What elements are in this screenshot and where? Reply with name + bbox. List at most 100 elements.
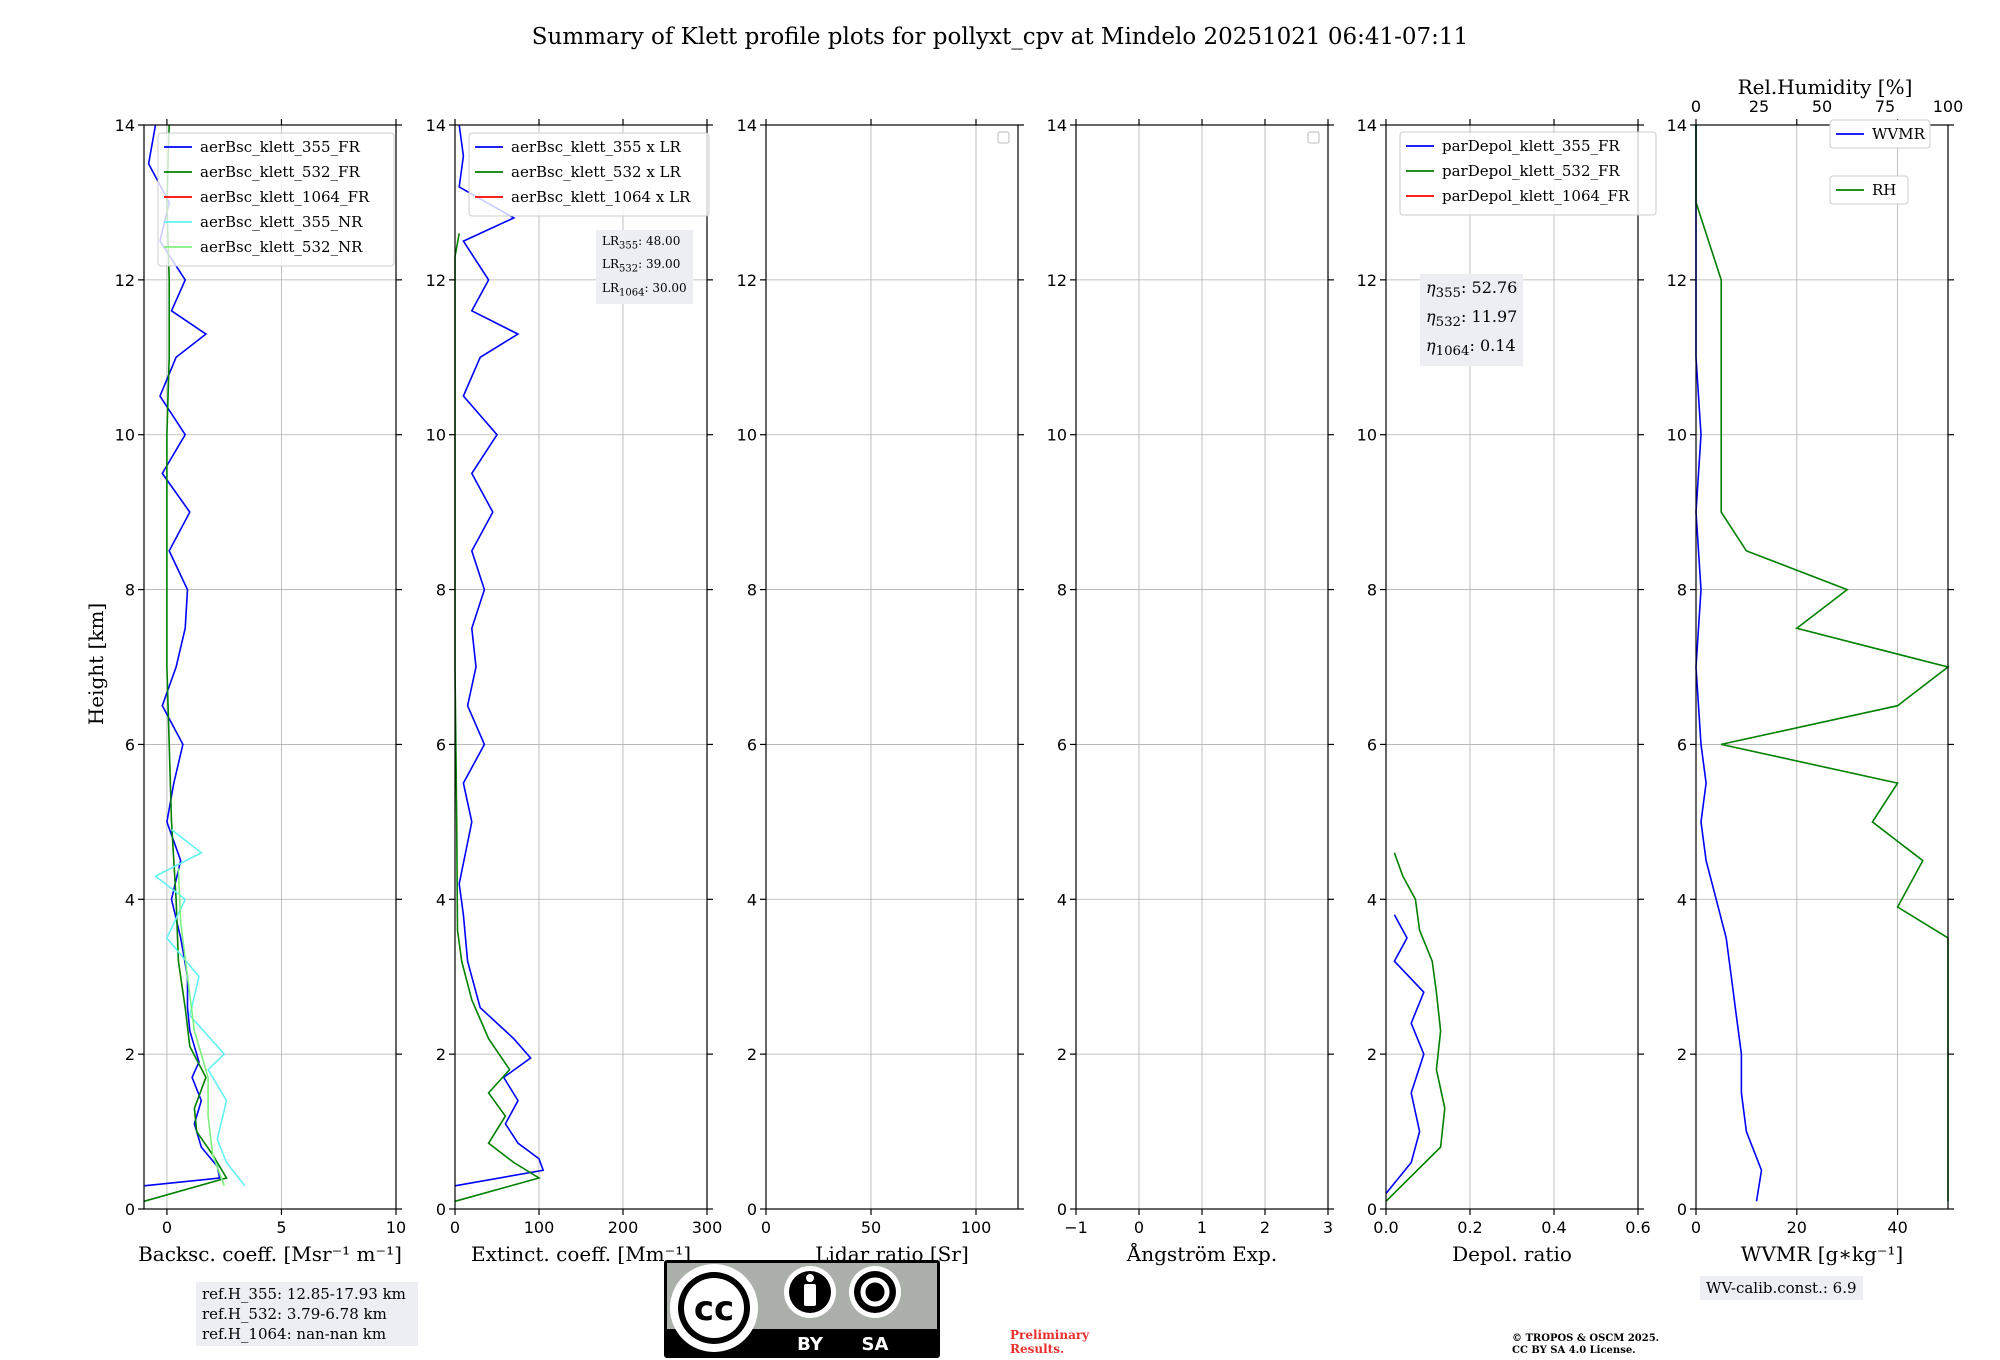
legend-entry: WVMR <box>1872 125 1926 143</box>
y-tick-label: 8 <box>747 581 757 600</box>
lidar-ratio-box: LR355: 48.00 LR532: 39.00 LR1064: 30.00 <box>596 230 693 305</box>
x-axis-label: Backsc. coeff. [Msr⁻¹ m⁻¹] <box>138 1242 402 1266</box>
y-tick-label: 10 <box>1667 426 1687 445</box>
x-tick-label: 0.6 <box>1625 1218 1650 1237</box>
legend-entry: aerBsc_klett_532 x LR <box>511 163 682 181</box>
empty-legend-box <box>1307 131 1320 144</box>
y-tick-label: 10 <box>1357 426 1377 445</box>
legend-entry: aerBsc_klett_1064 x LR <box>511 188 691 206</box>
y-tick-label: 14 <box>1667 116 1687 135</box>
figure-title: Summary of Klett profile plots for polly… <box>532 24 1468 50</box>
wv-calib-constant: WV-calib.const.: 6.9 <box>1706 1279 1857 1297</box>
legend-entry: aerBsc_klett_532_FR <box>200 163 360 181</box>
y-tick-label: 0 <box>436 1200 446 1219</box>
y-tick-label: 6 <box>1057 735 1067 754</box>
y-tick-label: 14 <box>1047 116 1067 135</box>
copyright-line-1: © TROPOS & OSCM 2025. <box>1512 1333 1660 1344</box>
reference-height-box: ref.H_355: 12.85-17.93 km ref.H_532: 3.7… <box>196 1282 418 1346</box>
legend-box <box>468 132 710 217</box>
x-tick-label: 100 <box>961 1218 992 1237</box>
y-tick-label: 2 <box>436 1045 446 1064</box>
y-tick-label: 2 <box>125 1045 135 1064</box>
legend-box <box>1829 119 1931 149</box>
y-tick-label: 4 <box>125 890 135 909</box>
x-axis-label: Extinct. coeff. [Mm⁻¹] <box>471 1242 691 1266</box>
legend-entry: parDepol_klett_355_FR <box>1442 137 1620 155</box>
eta355-value: 52.76 <box>1471 278 1518 297</box>
plot-frame <box>1695 124 1949 1210</box>
preliminary-note: Preliminary Results. <box>1010 1328 1089 1356</box>
panel-1: 0 2 4 6 8 10 12 14 0 5 10 Backsc. coeff. [Msr⁻¹ m⁻¹… <box>115 116 407 1266</box>
x-tick-label: 100 <box>524 1218 555 1237</box>
y-tick-label: 10 <box>426 426 446 445</box>
plot-frame <box>143 124 397 1210</box>
eta-box: η355: 52.76 η532: 11.97 η1064: 0.14 <box>1420 274 1524 366</box>
wv-calib-box: WV-calib.const.: 6.9 <box>1700 1276 1863 1300</box>
y-tick-label: 12 <box>1047 271 1067 290</box>
y-tick-label: 14 <box>426 116 446 135</box>
x-tick-label: 0.2 <box>1457 1218 1482 1237</box>
y-tick-label: 8 <box>1677 581 1687 600</box>
legend-box <box>157 132 395 267</box>
preliminary-line-1: Preliminary <box>1010 1328 1090 1342</box>
y-tick-label: 0 <box>1057 1200 1067 1219</box>
x-axis-label: Ångström Exp. <box>1126 1241 1277 1266</box>
ref-height-1064: ref.H_1064: nan-nan km <box>202 1325 387 1343</box>
x-tick-label: 0 <box>162 1218 172 1237</box>
x-tick-label: 0 <box>1691 1218 1701 1237</box>
y-tick-label: 2 <box>747 1045 757 1064</box>
series-line-aerBsc_klett_355_FR <box>143 124 221 1187</box>
y-tick-label: 8 <box>436 581 446 600</box>
lr532-value: 39.00 <box>645 257 681 272</box>
height-axis-label: Height [km] <box>84 603 108 725</box>
y-tick-label: 2 <box>1677 1045 1687 1064</box>
y-tick-label: 10 <box>1047 426 1067 445</box>
x-tick-label: 300 <box>692 1218 723 1237</box>
x2-tick-label: 50 <box>1812 97 1832 116</box>
x-tick-label: 0.0 <box>1373 1218 1398 1237</box>
y-tick-label: 12 <box>1667 271 1687 290</box>
legend-entry: aerBsc_klett_355_NR <box>200 213 363 231</box>
y-tick-label: 0 <box>125 1200 135 1219</box>
y-tick-label: 2 <box>1367 1045 1377 1064</box>
x-tick-label: 10 <box>386 1218 406 1237</box>
lr355-value: 48.00 <box>645 234 681 248</box>
y-tick-label: 4 <box>1677 890 1687 909</box>
y-tick-label: 12 <box>426 271 446 290</box>
series-line-aerBsc_klett_532_NR <box>177 868 225 1187</box>
x-axis-label: WVMR [g∗kg⁻¹] <box>1741 1242 1903 1266</box>
y-tick-label: 12 <box>115 271 135 290</box>
x-tick-label: 0.4 <box>1541 1218 1566 1237</box>
x2-tick-label: 0 <box>1691 97 1701 116</box>
x-axis-label: Depol. ratio <box>1452 1242 1572 1266</box>
y-tick-label: 6 <box>1367 735 1377 754</box>
legend-entry: RH <box>1872 181 1896 199</box>
series-line-aerBsc_klett_355_NR <box>154 828 246 1187</box>
x-tick-label: 50 <box>861 1218 881 1237</box>
lr1064-value: 30.00 <box>652 280 687 295</box>
y-tick-label: 6 <box>747 735 757 754</box>
by-label: BY <box>797 1334 824 1355</box>
empty-legend-box <box>997 131 1010 144</box>
legend-entry: aerBsc_klett_355 x LR <box>511 138 682 156</box>
y-tick-label: 10 <box>737 426 757 445</box>
legend-entry: aerBsc_klett_355_FR <box>200 138 360 156</box>
share-alike-icon <box>860 1277 890 1307</box>
legend-entry: parDepol_klett_532_FR <box>1442 162 1620 180</box>
copyright-line-2: CC BY SA 4.0 License. <box>1512 1345 1636 1356</box>
series-line-RH <box>1695 125 1950 1202</box>
cc-icon: cc <box>694 1289 734 1329</box>
ref-height-532: ref.H_532: 3.79-6.78 km <box>202 1305 387 1323</box>
y-tick-label: 8 <box>1057 581 1067 600</box>
x-tick-label: 2 <box>1260 1218 1270 1237</box>
y-tick-label: 8 <box>125 581 135 600</box>
plot-frame <box>765 124 1019 1210</box>
series-line-aerBsc_klett_532_FR <box>143 124 228 1203</box>
preliminary-line-2: Results. <box>1010 1342 1065 1356</box>
x-tick-label: 5 <box>276 1218 286 1237</box>
y-tick-label: 10 <box>115 426 135 445</box>
y-tick-label: 4 <box>747 890 757 909</box>
